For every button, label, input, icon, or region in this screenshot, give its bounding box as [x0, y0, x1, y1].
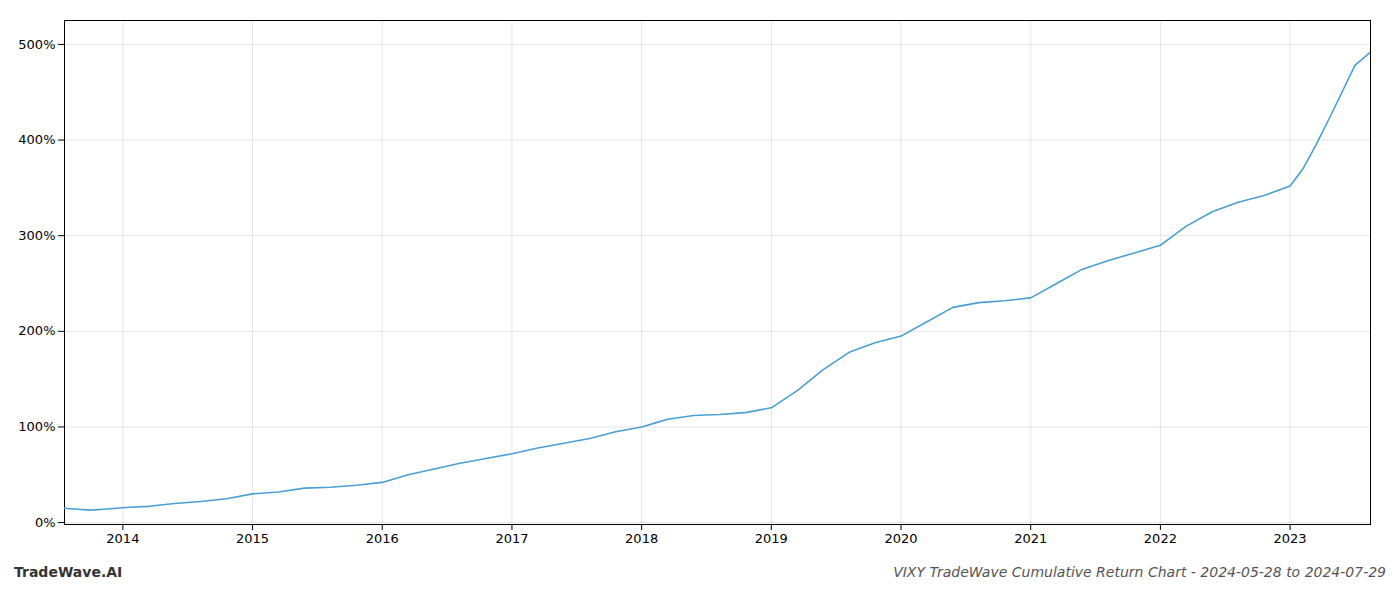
html-text:VIXY TradeWave Cumulative Retu: VIXY TradeWave Cumulative Return Chart -… — [893, 564, 1386, 580]
svg-text:2021: 2021 — [1014, 531, 1047, 546]
svg-text:0%: 0% — [35, 515, 56, 530]
svg-text:2019: 2019 — [755, 531, 788, 546]
svg-text:2018: 2018 — [625, 531, 658, 546]
svg-text:2023: 2023 — [1274, 531, 1307, 546]
html-text:TradeWave.AI: TradeWave.AI — [14, 564, 123, 580]
svg-text:2014: 2014 — [106, 531, 139, 546]
svg-text:2016: 2016 — [366, 531, 399, 546]
svg-text:2022: 2022 — [1144, 531, 1177, 546]
svg-text:2015: 2015 — [236, 531, 269, 546]
svg-text:300%: 300% — [18, 228, 55, 243]
svg-text:2020: 2020 — [884, 531, 917, 546]
svg-text:500%: 500% — [18, 37, 55, 52]
svg-text:2017: 2017 — [495, 531, 528, 546]
svg-text:400%: 400% — [18, 132, 55, 147]
svg-text:200%: 200% — [18, 323, 55, 338]
svg-text:100%: 100% — [18, 419, 55, 434]
